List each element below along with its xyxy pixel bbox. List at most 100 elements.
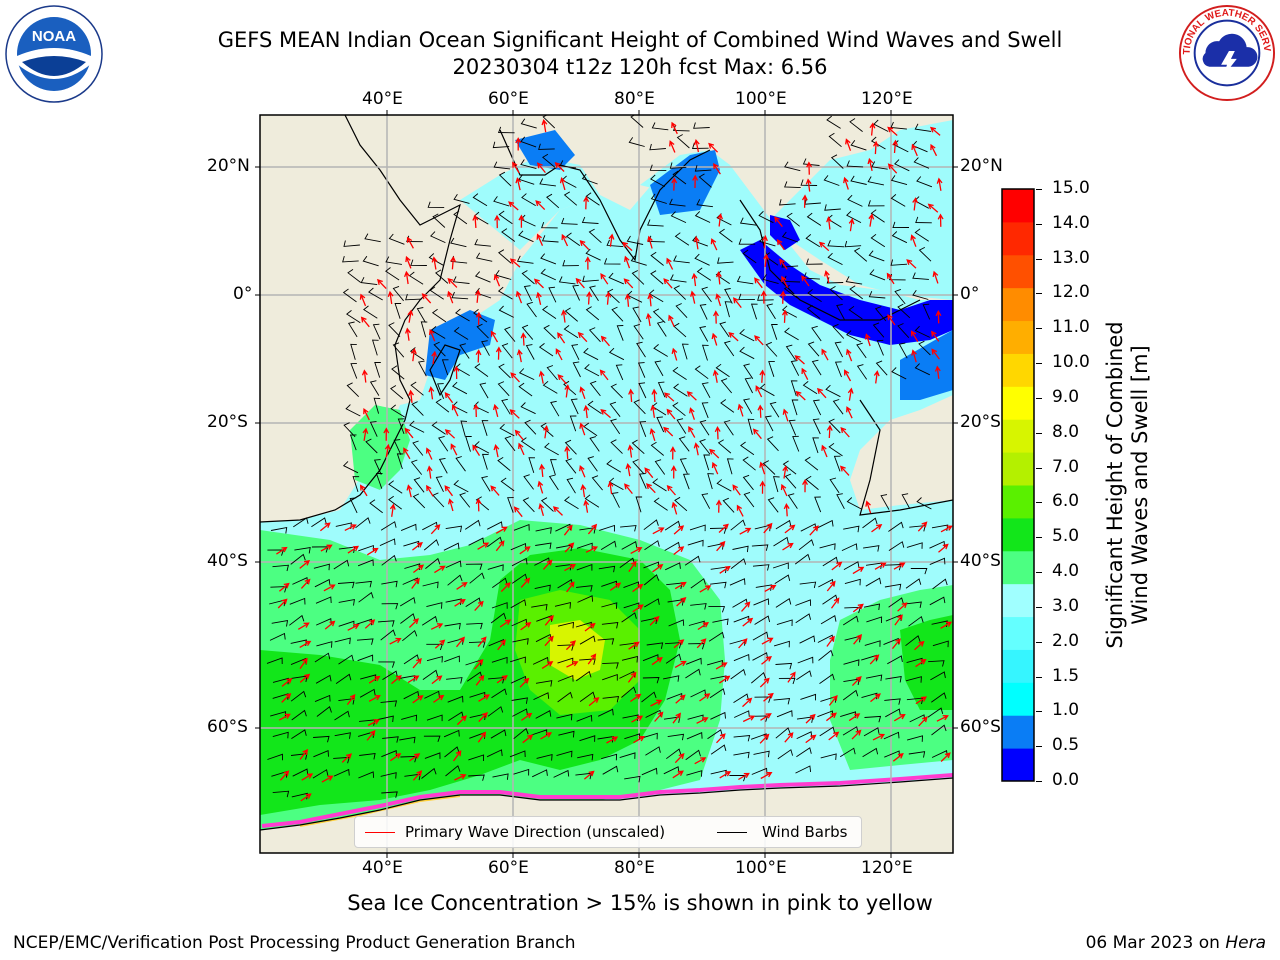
wave-arrow (851, 729, 862, 740)
wave-arrow (802, 478, 808, 493)
wind-barb (498, 249, 512, 264)
wind-barb (894, 288, 906, 305)
wind-barb (806, 212, 822, 226)
colorbar-tick (1036, 432, 1042, 434)
wind-barb (522, 497, 535, 513)
wind-barb (650, 193, 667, 204)
wind-barb (611, 492, 620, 508)
wind-barb (870, 209, 885, 223)
wind-barb (474, 441, 490, 454)
wind-barb (914, 228, 929, 242)
wind-barb (743, 398, 753, 415)
wind-barb (444, 655, 460, 663)
wind-barb (540, 422, 554, 437)
wave-arrow (608, 233, 615, 247)
wind-barb (382, 736, 399, 743)
wind-barb (717, 439, 732, 454)
wave-arrow (281, 678, 293, 687)
wind-barb (388, 233, 405, 245)
wave-arrow (736, 504, 744, 517)
wave-arrow (697, 622, 710, 631)
wave-arrow (686, 391, 697, 401)
wind-barb (918, 246, 932, 262)
wind-barb (601, 621, 619, 629)
wind-barb (694, 211, 711, 223)
wave-arrow (847, 387, 854, 401)
wave-arrow (844, 369, 852, 382)
wind-barb (588, 327, 601, 343)
wind-barb (448, 711, 464, 721)
wave-arrow (554, 162, 565, 172)
wind-barb (696, 267, 712, 281)
wind-barb (518, 368, 535, 381)
wave-arrow (490, 330, 499, 343)
wind-barb (498, 305, 514, 318)
wave-arrow (715, 662, 728, 670)
wind-barb (521, 193, 536, 206)
wind-barb (720, 399, 735, 413)
wind-barb (679, 458, 688, 474)
wind-barb (334, 732, 351, 739)
wind-barb (832, 323, 845, 339)
wave-arrow (344, 524, 357, 531)
wave-arrow (600, 409, 611, 419)
wave-arrow (300, 578, 311, 589)
wind-barb (772, 562, 789, 569)
wind-barb (606, 288, 620, 304)
wind-barb (564, 496, 579, 510)
wave-arrow (431, 350, 438, 365)
wave-arrow (738, 772, 750, 781)
wave-arrow (564, 384, 571, 398)
wind-barb (523, 285, 533, 302)
wave-arrow (763, 522, 773, 534)
wind-barb (709, 688, 726, 699)
wave-arrow (911, 349, 917, 363)
wind-barb (355, 580, 372, 588)
wind-barb (561, 217, 578, 225)
wind-barb (481, 420, 489, 436)
wind-barb (423, 539, 440, 551)
wind-barb (650, 174, 666, 187)
wave-arrow (522, 734, 534, 744)
wave-arrow (651, 388, 658, 403)
wave-arrow (281, 693, 292, 703)
wind-barb (493, 161, 511, 170)
wave-arrow (818, 241, 830, 252)
wind-barb (334, 710, 350, 721)
colorbar-tick (1036, 537, 1042, 539)
wind-barb (444, 746, 460, 758)
wave-arrow (454, 598, 466, 607)
wave-arrow (690, 290, 696, 304)
wind-barb (710, 675, 727, 682)
wind-barb (642, 677, 660, 684)
wind-barb (385, 256, 402, 265)
wave-arrow (929, 126, 941, 136)
wind-barb (453, 479, 469, 493)
wave-arrow (714, 425, 721, 440)
wave-arrow (575, 277, 585, 289)
colorbar-tick-label: 8.0 (1052, 421, 1080, 442)
wave-arrow (519, 677, 530, 688)
wave-arrow (708, 142, 719, 153)
wind-barb (849, 285, 863, 300)
wind-barb (829, 286, 843, 301)
wind-barb (698, 173, 712, 188)
wave-arrow (781, 309, 788, 323)
wind-barb (637, 362, 646, 378)
wind-barb (335, 673, 352, 684)
wind-barb (645, 746, 661, 756)
wave-arrow (518, 214, 525, 228)
wave-arrow (584, 622, 596, 632)
wave-arrow (475, 311, 482, 326)
wind-barb (435, 398, 450, 413)
wind-barb (932, 578, 948, 590)
wind-barb (620, 525, 637, 532)
wave-arrow (622, 241, 633, 252)
wind-barb (836, 303, 845, 320)
wave-arrow (453, 365, 460, 380)
wind-barb (511, 697, 528, 704)
wind-barb (579, 735, 596, 742)
wind-barb (599, 524, 615, 532)
wave-arrow (774, 216, 783, 228)
wind-barb (751, 544, 769, 551)
